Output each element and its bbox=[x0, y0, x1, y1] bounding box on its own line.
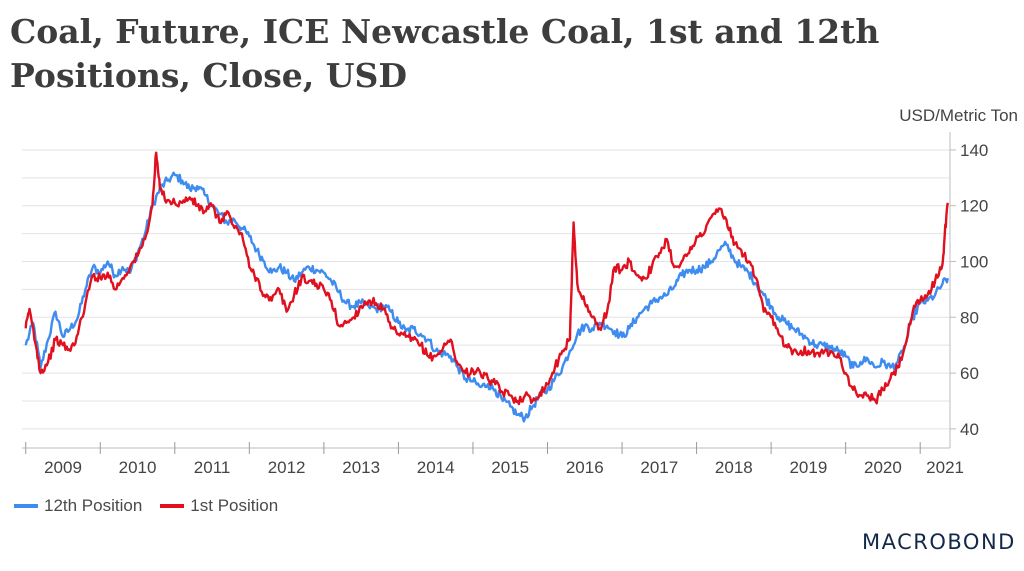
x-tick-label: 2013 bbox=[342, 458, 380, 477]
x-tick-label: 2017 bbox=[640, 458, 678, 477]
x-tick-label: 2015 bbox=[491, 458, 529, 477]
x-tick-label: 2011 bbox=[194, 458, 231, 477]
x-tick-label: 2021 bbox=[926, 458, 964, 477]
brand-logo: MACROBOND bbox=[862, 530, 1016, 554]
y-tick-label: 120 bbox=[960, 197, 988, 216]
grid-lines bbox=[22, 149, 950, 430]
x-tick-label: 2014 bbox=[417, 458, 455, 477]
x-tick-label: 2016 bbox=[566, 458, 604, 477]
legend-swatch bbox=[14, 504, 38, 508]
x-tick-label: 2018 bbox=[715, 458, 753, 477]
legend-item-12th-position: 12th Position bbox=[14, 496, 142, 516]
x-tick-label: 2019 bbox=[789, 458, 827, 477]
x-tick-label: 2020 bbox=[864, 458, 902, 477]
y-tick-label: 100 bbox=[960, 253, 988, 272]
y-tick-label: 40 bbox=[960, 420, 979, 439]
x-axis: 2009 2010 2011 2012 2013 2014 2015 2016 2017 2018… bbox=[22, 442, 964, 477]
page-title: Coal, Future, ICE Newcastle Coal, 1st an… bbox=[10, 12, 880, 95]
y-axis: 40 60 80 100 120 140 bbox=[949, 132, 988, 448]
series-line-1st-position bbox=[24, 151, 949, 406]
series-lines bbox=[24, 151, 949, 423]
legend-item-1st-position: 1st Position bbox=[160, 496, 278, 516]
y-tick-label: 60 bbox=[960, 364, 979, 383]
legend-label: 1st Position bbox=[190, 496, 279, 515]
x-tick-label: 2010 bbox=[119, 458, 157, 477]
series-line-12th-position bbox=[24, 171, 949, 423]
legend: 12th Position 1st Position bbox=[14, 496, 278, 516]
x-tick-label: 2012 bbox=[268, 458, 306, 477]
y-tick-label: 140 bbox=[960, 141, 988, 160]
y-axis-label: USD/Metric Ton bbox=[899, 106, 1018, 125]
legend-swatch bbox=[160, 504, 185, 508]
y-tick-label: 80 bbox=[960, 308, 979, 327]
legend-label: 12th Position bbox=[44, 496, 143, 515]
x-tick-label: 2009 bbox=[44, 458, 82, 477]
